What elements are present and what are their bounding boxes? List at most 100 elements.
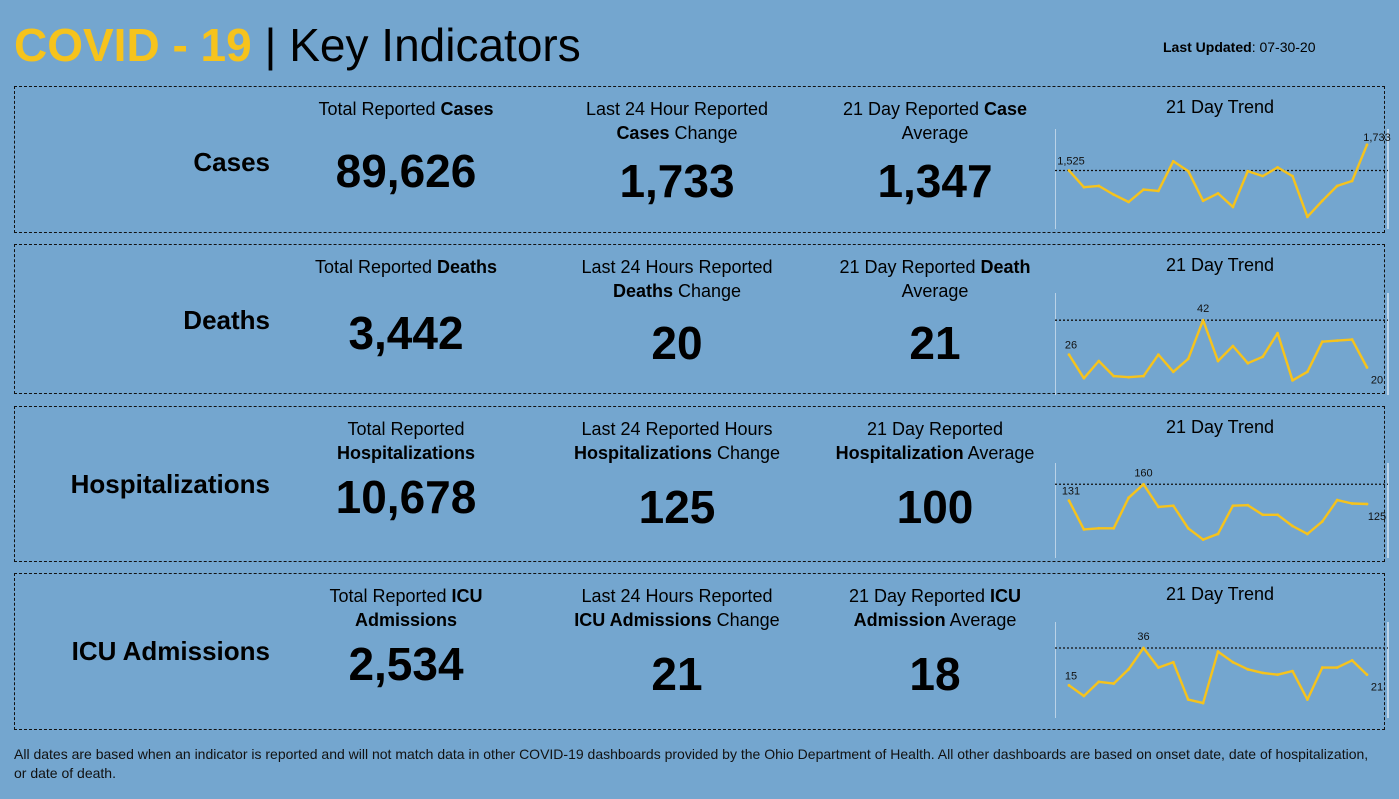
metric-value: 18 xyxy=(909,648,961,700)
trend-point xyxy=(1306,698,1309,701)
metric-2: Last 24 Hour Reported Cases Change 1,733 xyxy=(547,97,807,230)
metric-title-line1: Last 24 Hour Reported xyxy=(547,97,807,121)
trend-point xyxy=(1142,374,1145,378)
metric-title-line2: Hospitalizations Change xyxy=(547,441,807,465)
metric-title-text: 21 Day Reported xyxy=(848,586,991,606)
metric-title-text: Average xyxy=(901,123,969,143)
trend-point xyxy=(1171,660,1175,664)
trend-point xyxy=(1082,528,1086,531)
trend-point xyxy=(1127,200,1130,204)
data-label: 160 xyxy=(1134,467,1152,479)
data-label: 15 xyxy=(1065,670,1077,682)
trend-point xyxy=(1186,526,1190,530)
trend-point xyxy=(1112,682,1116,685)
trend-point xyxy=(1067,499,1071,503)
metric-title-text: Total Reported xyxy=(314,257,438,277)
trend-point xyxy=(1320,520,1324,523)
metric-value: 100 xyxy=(896,481,974,533)
trend-point xyxy=(1097,359,1101,363)
sparkline-chart: 1,525 1,733 xyxy=(1055,129,1391,229)
data-label: 26 xyxy=(1065,340,1077,352)
trend-line xyxy=(1067,319,1369,382)
metric-title-bold: Cases xyxy=(616,123,670,143)
metric-title-line2: Admission Average xyxy=(805,608,1065,632)
trend-point xyxy=(1276,673,1279,677)
trend-point xyxy=(1320,199,1324,203)
trend-point xyxy=(1142,482,1145,486)
metric-value: 20 xyxy=(651,317,703,369)
metric-title-text: 21 Day Reported xyxy=(842,99,985,119)
metric-value: 2,534 xyxy=(348,638,464,690)
metric-title-line1: Total Reported xyxy=(291,417,521,441)
trend-point xyxy=(1097,184,1101,188)
metric-title-text: Average xyxy=(945,610,1017,630)
last-updated: Last Updated: 07-30-20 xyxy=(1163,39,1316,55)
trend-point xyxy=(1350,659,1354,662)
metric-3: 21 Day Reported ICU Admission Average 18 xyxy=(805,584,1065,727)
trend-point xyxy=(1157,505,1160,509)
trend-point xyxy=(1365,366,1369,369)
panel-cases: Cases Total Reported Cases 89,626 Last 24 H… xyxy=(14,86,1391,233)
data-label: 131 xyxy=(1062,486,1080,498)
trend-point xyxy=(1186,169,1190,173)
metric-title-text: Change xyxy=(711,610,780,630)
trend-point xyxy=(1201,318,1205,322)
trend-point xyxy=(1201,701,1205,705)
last-updated-value: : 07-30-20 xyxy=(1251,39,1316,55)
trend-point xyxy=(1335,339,1339,343)
trend-point xyxy=(1171,370,1175,374)
data-label: 1,525 xyxy=(1057,156,1085,168)
trend-point xyxy=(1261,355,1265,359)
row-label: Hospitalizations xyxy=(70,469,270,499)
trend-point xyxy=(1246,667,1250,671)
trend-point xyxy=(1142,646,1145,650)
trend-point xyxy=(1097,526,1101,530)
trend-point xyxy=(1157,189,1160,193)
data-label: 21 xyxy=(1371,682,1383,694)
panel-hospitalizations: Hospitalizations Total Reported Hospitaliz… xyxy=(14,406,1389,562)
metric-value: 21 xyxy=(909,317,961,369)
metric-title-text: Last 24 Reported Hours xyxy=(581,419,773,439)
trend-point xyxy=(1082,185,1086,189)
metric-title-text: Last 24 Hours Reported xyxy=(581,257,773,277)
title-brand: COVID - 19 xyxy=(14,19,252,71)
title-separator: | xyxy=(264,19,277,71)
metric-title-bold: Hospitalization xyxy=(835,443,964,463)
trend-point xyxy=(1216,359,1220,363)
trend-point xyxy=(1216,650,1220,653)
metric-1: Total Reported Deaths 3,442 xyxy=(291,255,521,391)
row-label: Cases xyxy=(193,147,270,177)
footnote: All dates are based when an indicator is… xyxy=(14,746,1369,781)
data-label: 125 xyxy=(1368,511,1386,523)
trend-point xyxy=(1276,513,1279,517)
trend-point xyxy=(1201,199,1205,203)
trend-point xyxy=(1335,184,1339,188)
trend-point xyxy=(1365,502,1369,506)
trend-title: 21 Day Trend xyxy=(1165,97,1275,117)
trend-point xyxy=(1291,379,1294,382)
metric-value: 10,678 xyxy=(335,471,477,523)
page-title: COVID - 19 | Key Indicators xyxy=(14,16,581,74)
metric-title-bold: Cases xyxy=(440,99,494,119)
trend-point xyxy=(1246,361,1250,365)
metric-value: 125 xyxy=(638,481,716,533)
trend-point xyxy=(1306,370,1309,374)
data-label: 1,733 xyxy=(1363,132,1391,144)
trend-line xyxy=(1068,144,1369,219)
trend-point xyxy=(1261,671,1265,675)
metric-value: 89,626 xyxy=(335,145,477,197)
metric-title-line1: Total Reported ICU xyxy=(291,584,521,608)
trend-point xyxy=(1216,532,1220,536)
trend-point xyxy=(1082,376,1086,380)
sparkline-chart: 15 36 21 xyxy=(1055,622,1389,718)
metric-title-text: Total Reported xyxy=(329,586,452,606)
metric-title-bold: ICU Admissions xyxy=(574,610,712,630)
data-label: 36 xyxy=(1137,631,1149,643)
trend-point xyxy=(1291,669,1294,673)
trend-point xyxy=(1350,502,1354,505)
metric-title-bold: Case xyxy=(984,99,1028,119)
metric-title-line1: 21 Day Reported Death xyxy=(805,255,1065,279)
metric-title-line1: Last 24 Reported Hours xyxy=(547,417,807,441)
trend-point xyxy=(1186,357,1190,361)
trend-point xyxy=(1335,666,1339,669)
